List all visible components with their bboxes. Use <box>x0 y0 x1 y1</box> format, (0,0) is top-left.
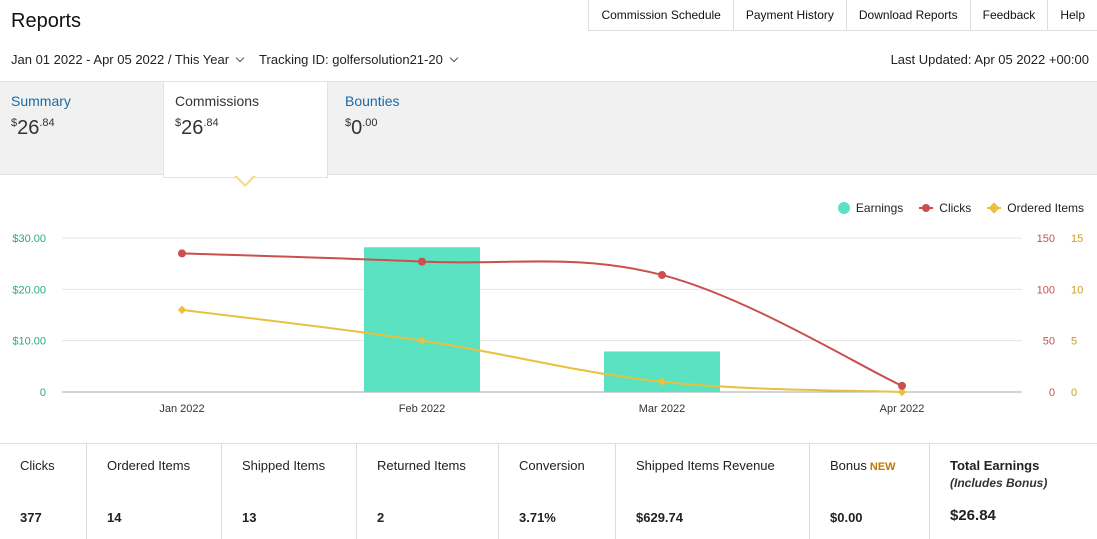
stat-conversion: Conversion 3.71% <box>499 444 616 539</box>
stat-label: Conversion <box>519 458 585 473</box>
feedback-link[interactable]: Feedback <box>969 0 1048 31</box>
last-updated-text: Last Updated: Apr 05 2022 +00:00 <box>890 52 1089 67</box>
earnings-bar <box>364 247 480 392</box>
stat-value: 2 <box>377 510 385 525</box>
payment-history-link[interactable]: Payment History <box>732 0 846 31</box>
stats-bar: Clicks 377 Ordered Items 14 Shipped Item… <box>0 443 1097 539</box>
tab-amount: $0.00 <box>345 117 378 139</box>
legend-ordered-swatch <box>987 202 1002 214</box>
tab-amount: $26.84 <box>11 117 55 139</box>
date-range-dropdown[interactable]: Jan 01 2022 - Apr 05 2022 / This Year <box>11 52 245 67</box>
tracking-id-label: Tracking ID: golfersolution21-20 <box>259 52 443 67</box>
chevron-down-icon <box>449 53 459 62</box>
stat-shipped-revenue: Shipped Items Revenue $629.74 <box>616 444 810 539</box>
summary-tabs: Summary $26.84 Commissions $26.84 Bounti… <box>0 81 1097 178</box>
clicks-point <box>898 381 906 390</box>
ordered-items-point <box>657 377 667 386</box>
stat-value: $0.00 <box>830 510 863 525</box>
stat-sublabel: (Includes Bonus) <box>950 476 1048 490</box>
x-tick-label: Apr 2022 <box>880 403 925 415</box>
tab-label: Summary <box>11 93 71 109</box>
ordered-items-point <box>177 305 187 315</box>
x-tick-label: Feb 2022 <box>399 403 445 415</box>
y-tick-ordered: 15 <box>1071 233 1083 245</box>
tab-bounties[interactable]: Bounties $0.00 <box>334 82 494 176</box>
y-tick-clicks: 50 <box>1043 336 1055 348</box>
stat-value: 377 <box>20 510 42 525</box>
legend-ordered-items[interactable]: Ordered Items <box>987 201 1084 215</box>
stat-total-earnings: Total Earnings (Includes Bonus) $26.84 <box>930 444 1097 539</box>
legend-earnings-label: Earnings <box>855 201 904 215</box>
tab-summary[interactable]: Summary $26.84 <box>0 82 163 176</box>
stat-value: 14 <box>107 510 122 525</box>
y-tick-clicks: 100 <box>1037 284 1055 296</box>
earnings-chart: 0 $10.00 $20.00 $30.00 0 50 100 150 0 5 10 15 Jan 20… <box>12 233 1083 415</box>
legend-earnings-swatch <box>837 202 850 214</box>
stat-bonus: Bonus NEW $0.00 <box>810 444 930 539</box>
stat-label: Ordered Items <box>107 458 191 473</box>
download-reports-link[interactable]: Download Reports <box>845 0 970 31</box>
y-tick-clicks: 150 <box>1037 233 1055 245</box>
y-tick-ordered: 10 <box>1071 284 1083 296</box>
stat-returned-items: Returned Items 2 <box>357 444 499 539</box>
stat-label: Total Earnings <box>950 458 1040 473</box>
y-tick-left: 0 <box>40 387 46 399</box>
stat-value: 3.71% <box>519 510 556 525</box>
ordered-items-point <box>897 387 907 397</box>
stat-label: Bonus NEW <box>830 458 896 473</box>
clicks-line <box>181 252 903 387</box>
active-tab-caret-fill <box>236 175 254 184</box>
legend-earnings[interactable]: Earnings <box>837 201 904 215</box>
stat-value: 13 <box>242 510 257 525</box>
stat-label: Shipped Items Revenue <box>636 458 775 473</box>
y-tick-ordered: 0 <box>1071 387 1077 399</box>
date-range-label: Jan 01 2022 - Apr 05 2022 / This Year <box>11 52 230 67</box>
stat-label: Returned Items <box>377 458 466 473</box>
tab-amount: $26.84 <box>175 117 219 139</box>
clicks-point <box>178 249 186 258</box>
clicks-point <box>658 270 666 279</box>
stat-label: Clicks <box>20 458 55 473</box>
x-tick-label: Mar 2022 <box>639 403 685 415</box>
legend-clicks-swatch <box>919 204 934 212</box>
y-tick-clicks: 0 <box>1049 387 1055 399</box>
tab-label: Commissions <box>175 93 260 109</box>
tab-commissions[interactable]: Commissions $26.84 <box>163 82 328 178</box>
stat-clicks: Clicks 377 <box>0 444 87 539</box>
filter-bar: Jan 01 2022 - Apr 05 2022 / This Year Tr… <box>11 52 473 67</box>
y-tick-left: $10.00 <box>12 336 46 348</box>
help-link[interactable]: Help <box>1047 0 1097 31</box>
commission-schedule-link[interactable]: Commission Schedule <box>588 0 733 31</box>
legend-clicks[interactable]: Clicks <box>919 201 971 215</box>
legend-clicks-label: Clicks <box>939 201 972 215</box>
stat-label: Shipped Items <box>242 458 326 473</box>
stat-value: $629.74 <box>636 510 683 525</box>
stat-shipped-items: Shipped Items 13 <box>222 444 357 539</box>
y-tick-ordered: 5 <box>1071 336 1077 348</box>
y-tick-left: $30.00 <box>12 233 46 245</box>
stat-ordered-items: Ordered Items 14 <box>87 444 222 539</box>
top-nav: Commission Schedule Payment History Down… <box>588 0 1097 31</box>
legend-ordered-label: Ordered Items <box>1007 201 1084 215</box>
new-badge: NEW <box>869 461 896 473</box>
chart-legend: Earnings Clicks Ordered Items <box>822 201 1084 215</box>
clicks-point <box>418 257 426 266</box>
chevron-down-icon <box>235 53 245 62</box>
y-tick-left: $20.00 <box>12 284 46 296</box>
ordered-items-point <box>417 336 427 345</box>
tracking-id-dropdown[interactable]: Tracking ID: golfersolution21-20 <box>259 52 459 67</box>
x-tick-label: Jan 2022 <box>159 403 204 415</box>
tab-label: Bounties <box>345 93 400 109</box>
ordered-items-line <box>181 308 903 393</box>
stat-value: $26.84 <box>950 507 996 524</box>
page-title: Reports <box>11 10 82 32</box>
